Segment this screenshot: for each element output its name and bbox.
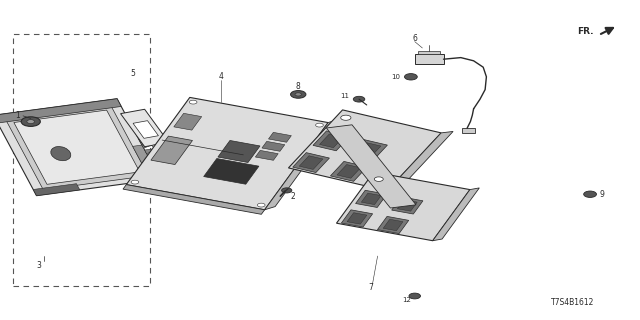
Circle shape bbox=[21, 117, 40, 126]
Polygon shape bbox=[313, 131, 349, 151]
Polygon shape bbox=[269, 132, 291, 142]
Polygon shape bbox=[204, 158, 259, 184]
Polygon shape bbox=[341, 210, 372, 227]
Polygon shape bbox=[337, 164, 360, 178]
Polygon shape bbox=[218, 140, 260, 163]
Polygon shape bbox=[133, 121, 159, 138]
Polygon shape bbox=[356, 190, 387, 207]
Polygon shape bbox=[148, 155, 156, 159]
Circle shape bbox=[404, 74, 417, 80]
Polygon shape bbox=[123, 185, 264, 214]
Text: 6: 6 bbox=[412, 34, 417, 43]
Circle shape bbox=[374, 177, 383, 181]
Text: 1: 1 bbox=[15, 111, 20, 120]
Polygon shape bbox=[387, 132, 453, 191]
Circle shape bbox=[340, 115, 351, 120]
Circle shape bbox=[316, 123, 323, 127]
Ellipse shape bbox=[51, 147, 71, 161]
Polygon shape bbox=[378, 216, 409, 234]
Polygon shape bbox=[152, 144, 164, 148]
Polygon shape bbox=[319, 134, 343, 148]
Polygon shape bbox=[392, 197, 423, 214]
Text: 2: 2 bbox=[291, 192, 296, 201]
Polygon shape bbox=[433, 188, 479, 241]
Circle shape bbox=[27, 120, 35, 124]
Polygon shape bbox=[292, 153, 330, 172]
Text: FR.: FR. bbox=[577, 28, 594, 36]
Polygon shape bbox=[300, 156, 323, 169]
Polygon shape bbox=[157, 171, 165, 176]
Circle shape bbox=[257, 203, 265, 207]
Text: 11: 11 bbox=[340, 93, 349, 99]
Polygon shape bbox=[289, 110, 441, 191]
Polygon shape bbox=[351, 140, 387, 160]
Polygon shape bbox=[14, 110, 140, 184]
Polygon shape bbox=[5, 105, 148, 190]
Bar bbox=[462, 128, 475, 133]
Polygon shape bbox=[120, 109, 169, 147]
Polygon shape bbox=[132, 145, 160, 180]
Text: 3: 3 bbox=[36, 261, 41, 270]
Polygon shape bbox=[150, 160, 159, 165]
Text: 7: 7 bbox=[369, 284, 374, 292]
Polygon shape bbox=[326, 125, 416, 208]
Polygon shape bbox=[255, 150, 278, 160]
Polygon shape bbox=[151, 136, 193, 164]
Text: T7S4B1612: T7S4B1612 bbox=[551, 298, 595, 307]
Polygon shape bbox=[0, 99, 160, 196]
Polygon shape bbox=[174, 113, 202, 130]
Text: 8: 8 bbox=[296, 82, 301, 91]
Polygon shape bbox=[357, 143, 381, 156]
Circle shape bbox=[353, 96, 365, 102]
Circle shape bbox=[295, 93, 301, 96]
Text: 12: 12 bbox=[402, 297, 411, 303]
Polygon shape bbox=[262, 141, 285, 151]
Polygon shape bbox=[33, 184, 80, 196]
Polygon shape bbox=[347, 213, 367, 224]
Polygon shape bbox=[139, 138, 147, 143]
Text: 4: 4 bbox=[218, 72, 223, 81]
Text: 10: 10 bbox=[391, 74, 400, 80]
Bar bbox=[418, 51, 440, 54]
Polygon shape bbox=[383, 219, 403, 231]
Circle shape bbox=[131, 180, 139, 184]
Polygon shape bbox=[330, 161, 367, 181]
Bar bbox=[415, 54, 444, 64]
Polygon shape bbox=[145, 149, 153, 154]
Polygon shape bbox=[154, 166, 162, 171]
Circle shape bbox=[291, 91, 306, 98]
Polygon shape bbox=[0, 99, 121, 123]
Polygon shape bbox=[337, 172, 470, 241]
Bar bbox=[13, 34, 150, 286]
Circle shape bbox=[584, 191, 596, 197]
Polygon shape bbox=[264, 119, 339, 210]
Polygon shape bbox=[141, 143, 150, 148]
Text: 5: 5 bbox=[130, 69, 135, 78]
Polygon shape bbox=[397, 200, 417, 211]
Polygon shape bbox=[362, 193, 381, 204]
Circle shape bbox=[189, 100, 197, 104]
Circle shape bbox=[409, 293, 420, 299]
Polygon shape bbox=[126, 97, 328, 210]
Text: 9: 9 bbox=[600, 190, 605, 199]
Circle shape bbox=[282, 188, 292, 193]
